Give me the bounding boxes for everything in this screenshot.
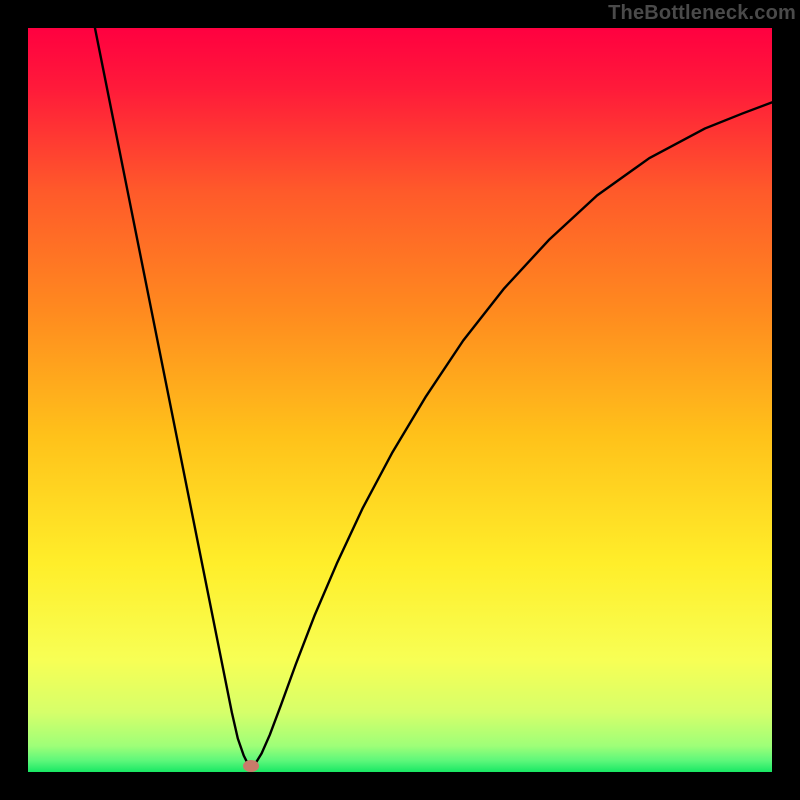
curve-path xyxy=(95,28,772,766)
watermark-text: TheBottleneck.com xyxy=(608,2,796,25)
chart-frame: TheBottleneck.com xyxy=(0,0,800,800)
optimal-point-marker xyxy=(243,760,259,772)
bottleneck-curve xyxy=(28,28,772,772)
plot-area xyxy=(28,28,772,772)
